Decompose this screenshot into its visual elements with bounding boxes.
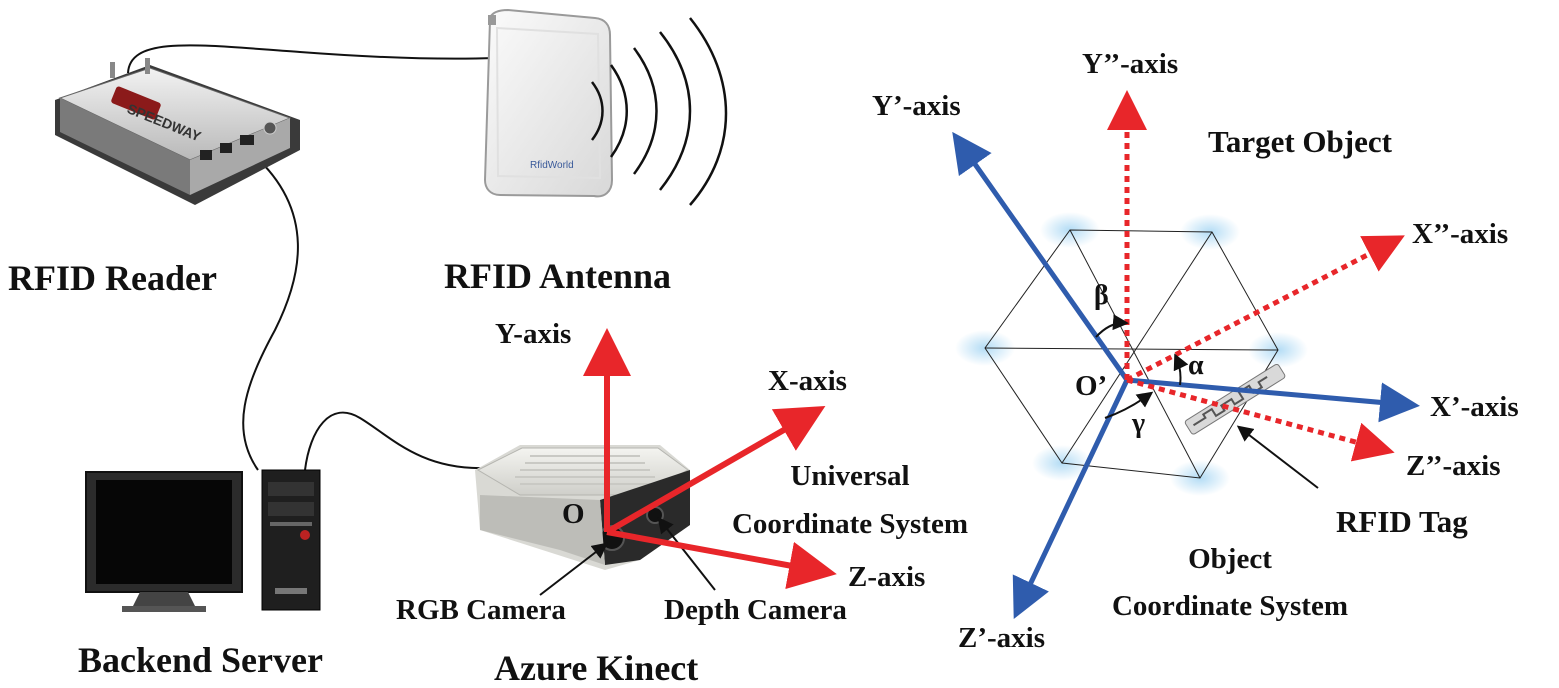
object-z-dbl-arrow [1126, 377, 1395, 462]
object-y-prime-label: Y’-axis [872, 90, 961, 122]
rfid-antenna-label: RFID Antenna [444, 256, 672, 296]
target-object [955, 212, 1308, 496]
universal-axes [583, 328, 837, 590]
object-x-prime-arrow [1126, 377, 1420, 423]
backend-server-device [85, 469, 321, 612]
beta-arc [1095, 314, 1129, 338]
rfid-antenna-device: RfidWorld [483, 8, 728, 206]
object-z-prime-arrow [1012, 378, 1130, 620]
universal-system-line2: Coordinate System [731, 508, 968, 540]
object-x-dbl-label: X’’-axis [1412, 218, 1509, 250]
gamma-arc [1104, 391, 1154, 419]
object-x-prime-label: X’-axis [1430, 391, 1519, 423]
target-object-label: Target Object [1208, 124, 1392, 159]
object-y-dbl-label: Y’’-axis [1082, 48, 1179, 80]
server-kinect-cable [304, 411, 486, 471]
antenna-brand: RfidWorld [530, 160, 574, 171]
rfid-tag-label: RFID Tag [1336, 504, 1468, 539]
camera-pointers [539, 516, 716, 596]
tag-pointer [1236, 425, 1319, 489]
object-z-prime-label: Z’-axis [958, 622, 1045, 654]
universal-origin-label: O [562, 498, 585, 530]
backend-server-label: Backend Server [78, 640, 323, 680]
azure-kinect-label: Azure Kinect [494, 648, 699, 688]
universal-system-line1: Universal [790, 460, 910, 492]
object-y-prime-arrow [952, 131, 1130, 382]
depth-camera-label: Depth Camera [664, 594, 847, 626]
object-axes [952, 90, 1420, 620]
object-system-line1: Object [1188, 543, 1272, 575]
object-z-dbl-label: Z’’-axis [1406, 450, 1501, 482]
cables [127, 44, 496, 471]
object-system-line2: Coordinate System [1111, 590, 1348, 622]
radio-waves [591, 17, 728, 206]
rfid-reader-device: SPEEDWAY [55, 58, 300, 205]
universal-x-label: X-axis [768, 365, 847, 397]
alpha-arc [1173, 353, 1189, 386]
object-origin-label: O’ [1075, 370, 1108, 402]
universal-y-label: Y-axis [495, 318, 572, 350]
reader-server-cable [242, 149, 299, 471]
universal-z-arrow [606, 529, 837, 590]
beta-label: β [1094, 280, 1109, 311]
universal-z-label: Z-axis [848, 561, 926, 593]
gamma-label: γ [1132, 408, 1146, 439]
universal-x-arrow [605, 406, 826, 535]
alpha-label: α [1188, 350, 1204, 381]
rgb-camera-label: RGB Camera [396, 594, 566, 626]
reader-antenna-cable [127, 44, 496, 74]
rfid-reader-label: RFID Reader [8, 258, 217, 298]
